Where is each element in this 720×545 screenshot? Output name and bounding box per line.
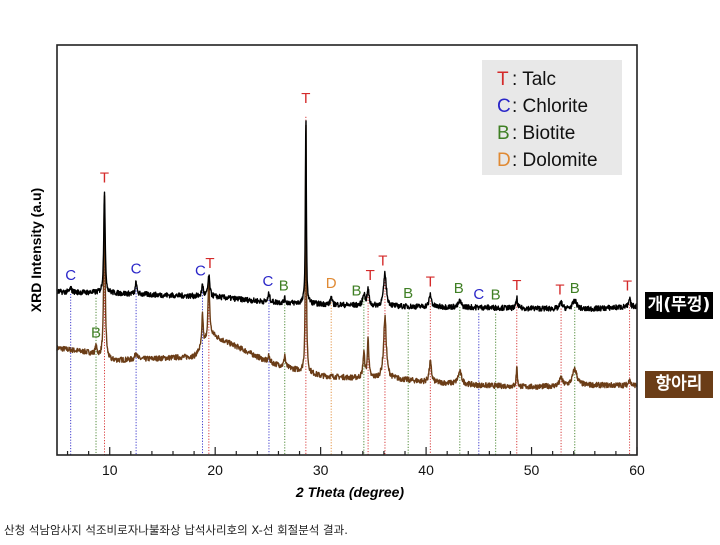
peak-label-T: T [378,252,387,269]
peak-label-B: B [570,280,580,297]
peak-label-T: T [426,273,435,290]
legend-entry: C: Chlorite [497,96,588,117]
series-label-jar: 항아리 [645,371,713,398]
legend-code: B [497,123,510,144]
peak-label-T: T [301,90,310,107]
legend-background [482,60,622,175]
peak-label-C: C [473,286,484,303]
figure-caption: 산청 석남암사지 석조비로자나불좌상 납석사리호의 X-선 회절분석 결과. [4,523,348,537]
x-tick-label: 50 [524,462,540,478]
peak-label-C: C [195,262,206,279]
x-tick-label: 60 [629,462,645,478]
legend-entry: T: Talc [497,69,556,90]
legend-entry: B: Biotite [497,123,575,144]
trace-lid [56,120,638,312]
legend-name: : Chlorite [512,96,588,117]
x-axis-label: 2 Theta (degree) [295,484,404,500]
x-tick-label: 40 [418,462,434,478]
x-tick-label: 20 [207,462,223,478]
legend-entry: D: Dolomite [497,150,598,171]
legend-name: : Biotite [512,123,575,144]
peak-label-T: T [100,169,109,186]
legend-code: T [497,69,509,90]
trace-jar [56,124,638,390]
peak-label-C: C [65,267,76,284]
peak-label-B: B [454,280,464,297]
peak-label-T: T [205,255,214,272]
legend-name: : Dolomite [512,150,598,171]
peak-label-B: B [351,282,361,299]
peak-label-C: C [131,261,142,278]
x-tick-label: 30 [313,462,329,478]
peak-label-T: T [623,277,632,294]
peak-label-T: T [555,282,564,299]
x-tick-label: 10 [102,462,118,478]
traces [56,120,638,390]
peak-label-B: B [491,287,501,304]
peak-label-C: C [262,273,273,290]
peak-label-D: D [326,275,337,292]
legend-name: : Talc [512,69,556,90]
y-axis-label: XRD Intensity (a.u) [28,188,44,312]
x-axis-ticks: 10 20 30 40 50 60 [66,447,645,478]
peak-label-B: B [279,277,289,294]
peak-label-B: B [91,325,101,342]
legend-code: D [497,150,511,171]
plot-frame [56,44,638,456]
peak-label-B: B [403,285,413,302]
series-label-lid: 개(뚜껑) [645,292,713,319]
legend-code: C [497,96,511,117]
peak-label-T: T [512,277,521,294]
peak-label-T: T [366,267,375,284]
